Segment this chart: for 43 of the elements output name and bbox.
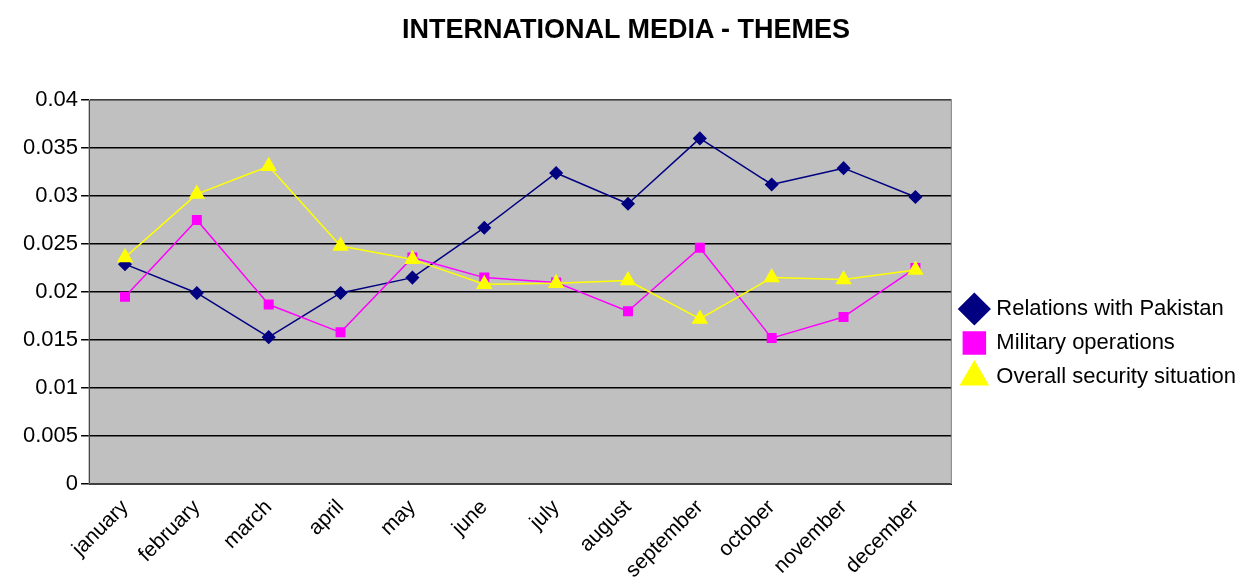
- legend-label: Overall security situation: [996, 363, 1237, 389]
- y-tick-label: 0.03: [35, 182, 79, 208]
- y-tick-label: 0.025: [22, 230, 79, 256]
- point: [549, 166, 563, 180]
- point: [836, 161, 851, 175]
- point: [694, 242, 705, 253]
- point: [835, 270, 852, 285]
- point: [190, 286, 204, 300]
- point: [261, 157, 277, 171]
- point: [764, 177, 779, 192]
- point: [692, 310, 708, 324]
- chart-title: INTERNATIONAL MEDIA - THEMES: [401, 14, 851, 45]
- legend-label: Relations with Pakistan: [996, 295, 1224, 321]
- point: [908, 190, 923, 204]
- x-tick-label: july: [523, 494, 564, 534]
- point: [693, 131, 707, 146]
- point: [623, 306, 633, 317]
- y-tick-label: 0.005: [22, 422, 79, 448]
- y-tick-label: 0.015: [22, 326, 79, 352]
- legend-label: Military operations: [996, 329, 1175, 355]
- point: [620, 271, 636, 286]
- point: [189, 185, 205, 199]
- point: [477, 220, 492, 235]
- point: [263, 299, 274, 310]
- y-tick-label: 0.02: [35, 278, 79, 304]
- point: [476, 275, 492, 290]
- point: [764, 268, 780, 283]
- y-tick-label: 0: [65, 470, 79, 496]
- point: [119, 291, 130, 302]
- point: [838, 311, 849, 322]
- point: [117, 248, 133, 263]
- point: [332, 237, 349, 251]
- point: [335, 327, 346, 338]
- point: [621, 196, 635, 211]
- point: [405, 270, 420, 285]
- x-tick-label: may: [375, 494, 420, 539]
- point: [333, 286, 348, 300]
- y-tick-label: 0.035: [22, 134, 79, 160]
- y-tick-label: 0.04: [35, 86, 79, 112]
- y-tick-label: 0.01: [35, 374, 79, 400]
- point: [261, 330, 276, 344]
- point: [191, 215, 202, 225]
- point: [766, 333, 777, 344]
